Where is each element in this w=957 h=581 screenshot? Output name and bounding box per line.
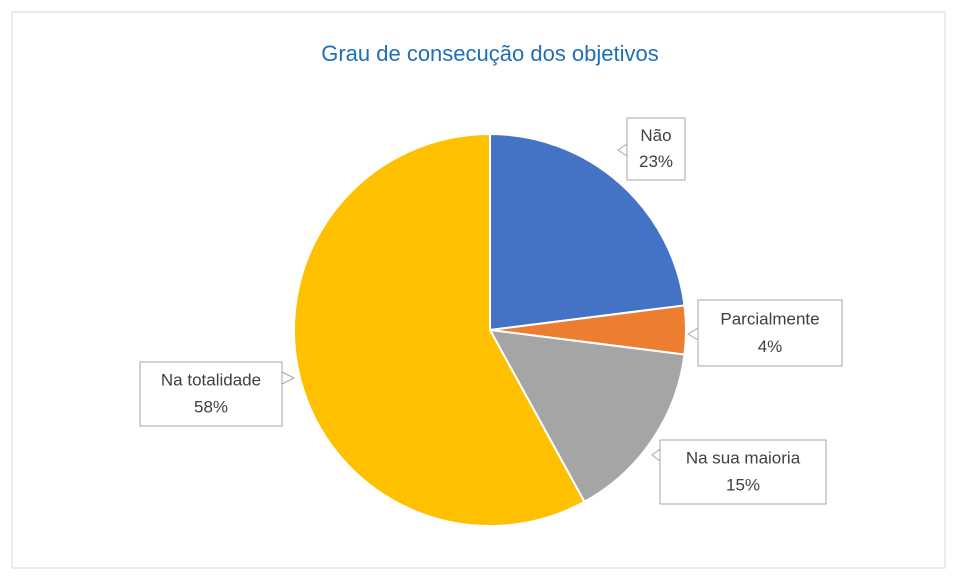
label-box bbox=[617, 117, 686, 181]
data-label: 58% bbox=[194, 398, 228, 417]
data-label: 4% bbox=[758, 337, 783, 356]
category-label: Parcialmente bbox=[720, 309, 819, 328]
pie-slice bbox=[489, 132, 686, 332]
label-box bbox=[687, 299, 843, 367]
label-box bbox=[139, 361, 296, 427]
data-label: 15% bbox=[726, 476, 760, 495]
category-label: Na sua maioria bbox=[686, 449, 801, 468]
data-label: 23% bbox=[639, 152, 673, 171]
category-label: Na totalidade bbox=[161, 371, 261, 390]
pie-slice bbox=[488, 328, 686, 504]
chart-title: Grau de consecução dos objetivos bbox=[321, 41, 659, 66]
pie-slice bbox=[293, 132, 586, 527]
label-box bbox=[651, 439, 827, 505]
category-label: Não bbox=[640, 126, 671, 145]
